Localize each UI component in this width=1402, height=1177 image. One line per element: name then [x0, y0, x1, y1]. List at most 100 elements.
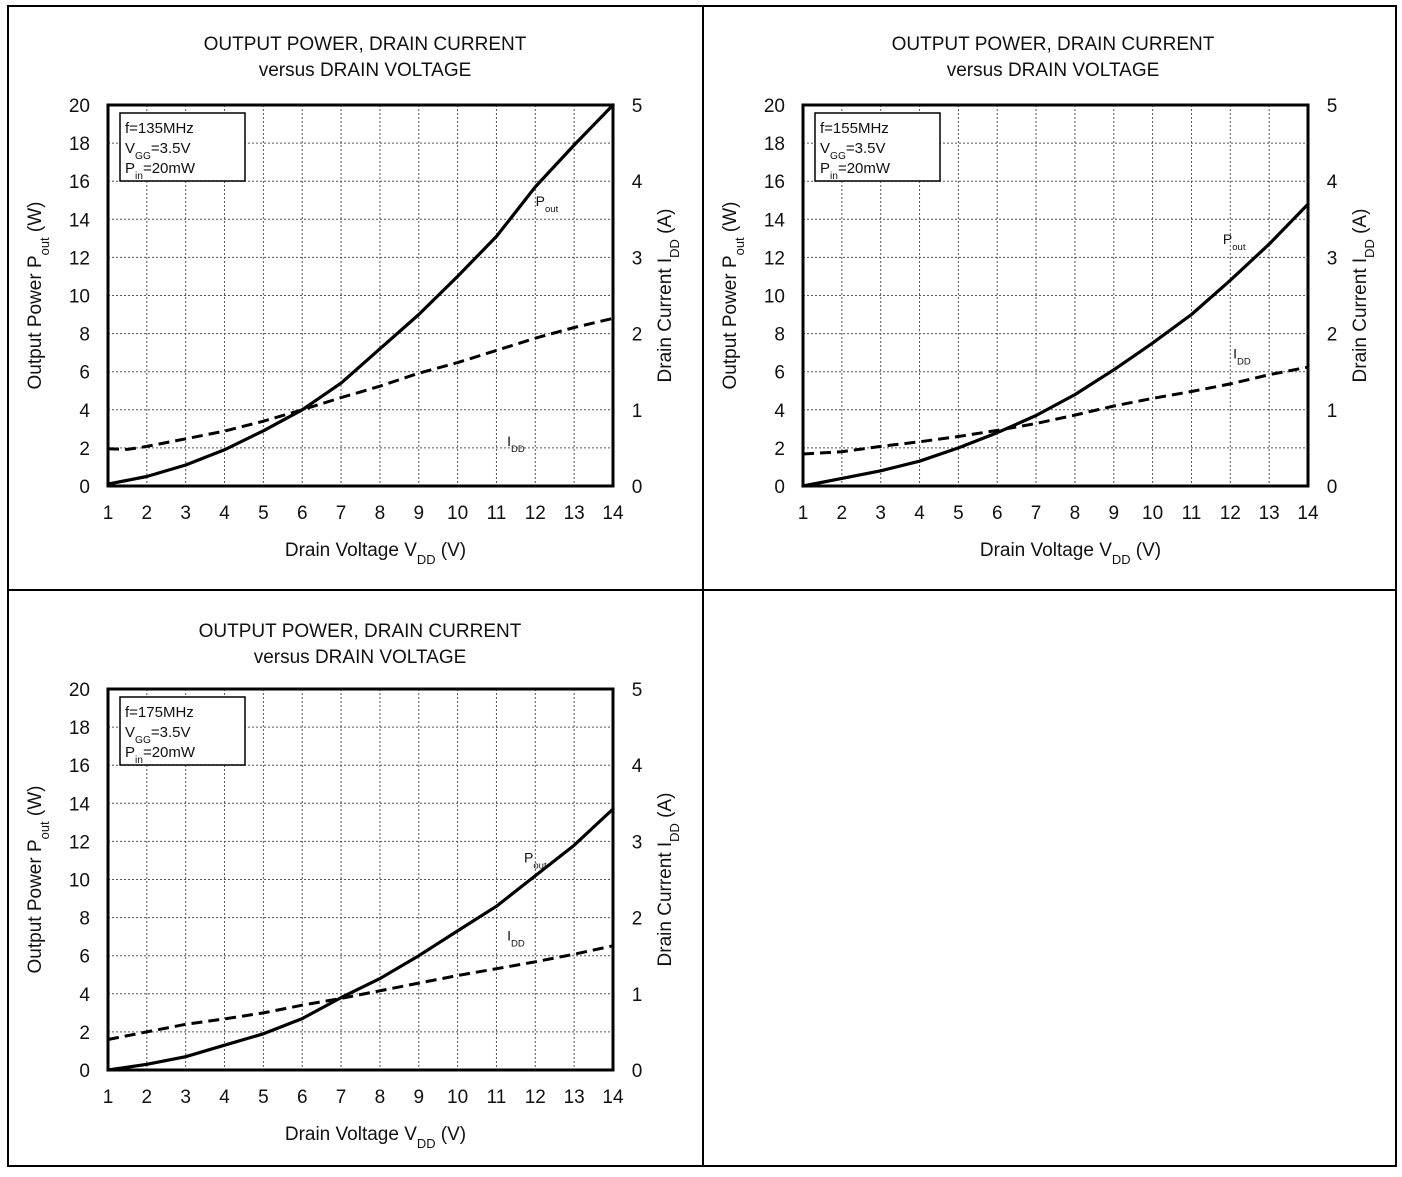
- plot-frame: [106, 687, 615, 1072]
- x-tick-label: 5: [258, 503, 269, 524]
- y-left-tick-label: 4: [79, 401, 90, 422]
- drain-current-curve-label: IDD: [507, 927, 525, 949]
- plot-frame: [106, 103, 615, 488]
- condition-gate-voltage: VGG=3.5V: [125, 140, 191, 162]
- drain-current-curve: [107, 316, 614, 451]
- chart-title: versus DRAIN VOLTAGE: [947, 60, 1160, 81]
- x-tick-label: 10: [447, 503, 468, 524]
- x-tick-label: 7: [336, 1087, 347, 1108]
- y-right-tick-label: 4: [632, 756, 643, 777]
- x-tick-label: 14: [1297, 503, 1319, 524]
- y-right-tick-label: 0: [632, 477, 643, 498]
- y-right-tick-label: 5: [632, 680, 643, 701]
- drain-current-curve-label: IDD: [507, 433, 525, 455]
- y-right-tick-label: 3: [632, 248, 643, 269]
- drain-current-curve: [802, 365, 1309, 456]
- output-power-curve-label: Pout: [524, 849, 547, 871]
- y-left-tick-label: 14: [69, 210, 91, 231]
- drain-current-curve: [107, 944, 614, 1041]
- chart-title: versus DRAIN VOLTAGE: [254, 647, 467, 668]
- condition-input-power: Pin=20mW: [820, 160, 891, 182]
- y-left-tick-label: 16: [69, 172, 90, 193]
- y-right-tick-label: 3: [632, 832, 643, 853]
- x-tick-label: 2: [837, 503, 848, 524]
- condition-frequency: f=155MHz: [820, 120, 889, 137]
- output-power-curve-label: Pout: [536, 193, 559, 215]
- x-tick-label: 9: [1108, 503, 1119, 524]
- chart-title: OUTPUT POWER, DRAIN CURRENT: [892, 34, 1215, 55]
- condition-gate-voltage: VGG=3.5V: [125, 724, 191, 746]
- x-tick-label: 11: [487, 1087, 507, 1108]
- y-right-axis-title: Drain Current IDD (A): [655, 793, 682, 967]
- y-right-tick-label: 2: [632, 325, 643, 346]
- x-tick-label: 14: [602, 503, 624, 524]
- condition-input-power: Pin=20mW: [125, 160, 196, 182]
- x-tick-label: 12: [525, 1087, 546, 1108]
- chart-3: OUTPUT POWER, DRAIN CURRENT versus DRAIN …: [25, 621, 682, 1151]
- x-tick-label: 7: [336, 503, 347, 524]
- y-left-tick-label: 10: [764, 287, 785, 308]
- x-tick-label: 7: [1031, 503, 1042, 524]
- output-power-curve: [106, 807, 615, 1072]
- y-left-tick-label: 20: [69, 680, 90, 701]
- chart-title: OUTPUT POWER, DRAIN CURRENT: [199, 621, 522, 642]
- y-left-tick-label: 8: [79, 325, 90, 346]
- x-tick-label: 14: [602, 1087, 624, 1108]
- x-tick-label: 6: [297, 1087, 308, 1108]
- y-left-tick-label: 20: [764, 96, 785, 117]
- chart-title: OUTPUT POWER, DRAIN CURRENT: [204, 34, 527, 55]
- drain-current-curve-label: IDD: [1233, 345, 1251, 367]
- y-left-tick-label: 18: [69, 718, 90, 739]
- y-right-tick-label: 4: [1327, 172, 1338, 193]
- y-left-tick-label: 18: [69, 134, 90, 155]
- y-right-axis-title: Drain Current IDD (A): [655, 209, 682, 383]
- x-tick-label: 1: [798, 503, 809, 524]
- y-left-tick-label: 16: [764, 172, 785, 193]
- condition-frequency: f=135MHz: [125, 120, 194, 137]
- y-right-tick-label: 0: [632, 1061, 643, 1082]
- x-axis-title: Drain Voltage VDD (V): [980, 540, 1161, 567]
- y-left-tick-label: 16: [69, 756, 90, 777]
- y-left-tick-label: 10: [69, 871, 90, 892]
- y-left-tick-label: 2: [79, 1023, 90, 1044]
- y-left-tick-label: 14: [764, 210, 786, 231]
- y-left-tick-label: 0: [774, 477, 785, 498]
- x-tick-label: 3: [180, 1087, 191, 1108]
- y-left-tick-label: 14: [69, 794, 91, 815]
- y-right-tick-label: 1: [632, 985, 643, 1006]
- plot-frame: [801, 103, 1310, 488]
- y-left-tick-label: 6: [79, 363, 90, 384]
- x-tick-label: 1: [103, 1087, 114, 1108]
- x-tick-label: 8: [375, 503, 386, 524]
- condition-gate-voltage: VGG=3.5V: [820, 140, 886, 162]
- y-right-tick-label: 0: [1327, 477, 1338, 498]
- conditions-box: [119, 112, 246, 182]
- x-tick-label: 5: [258, 1087, 269, 1108]
- y-right-tick-label: 3: [1327, 248, 1338, 269]
- y-right-tick-label: 5: [1327, 96, 1338, 117]
- y-left-tick-label: 8: [79, 909, 90, 930]
- x-tick-label: 11: [487, 503, 507, 524]
- y-left-axis-title: Output Power Pout (W): [720, 202, 747, 390]
- x-tick-label: 12: [1220, 503, 1241, 524]
- conditions-box: [119, 696, 246, 766]
- x-tick-label: 13: [564, 503, 585, 524]
- x-tick-label: 6: [992, 503, 1003, 524]
- y-left-tick-label: 4: [79, 985, 90, 1006]
- y-left-tick-label: 18: [764, 134, 785, 155]
- y-left-tick-label: 12: [69, 248, 90, 269]
- x-tick-label: 2: [142, 503, 153, 524]
- x-tick-label: 4: [219, 503, 230, 524]
- condition-input-power: Pin=20mW: [125, 744, 196, 766]
- y-right-tick-label: 5: [632, 96, 643, 117]
- x-tick-label: 10: [447, 1087, 468, 1108]
- x-tick-label: 4: [914, 503, 925, 524]
- y-left-tick-label: 20: [69, 96, 90, 117]
- x-tick-label: 5: [953, 503, 964, 524]
- y-right-tick-label: 2: [632, 909, 643, 930]
- x-tick-label: 9: [413, 503, 424, 524]
- x-tick-label: 9: [413, 1087, 424, 1108]
- y-left-tick-label: 4: [774, 401, 785, 422]
- y-left-tick-label: 6: [79, 947, 90, 968]
